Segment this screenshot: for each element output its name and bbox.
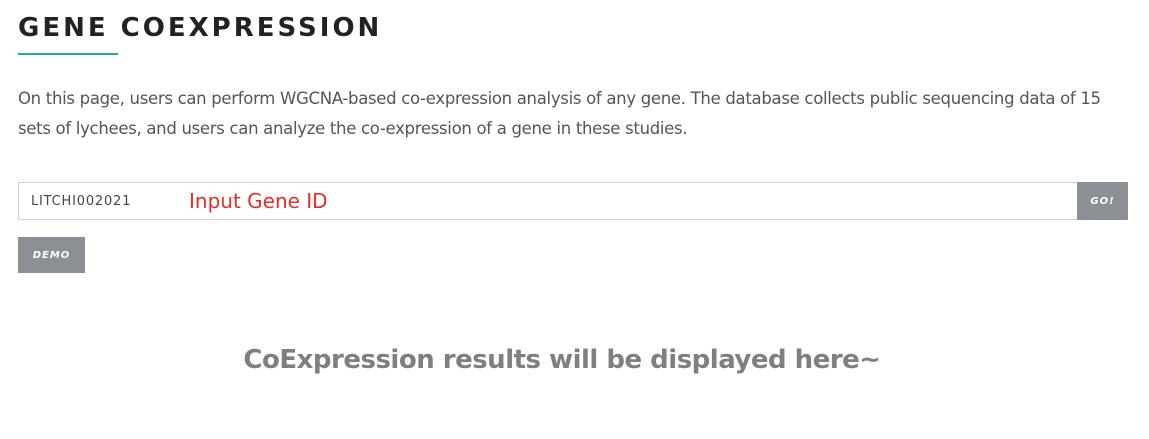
results-placeholder: CoExpression results will be displayed h… (243, 345, 881, 375)
gene-search-bar: GO! (18, 182, 1128, 220)
gene-id-input[interactable] (18, 182, 1077, 220)
demo-button[interactable]: DEMO (18, 237, 85, 273)
title-underline (18, 53, 118, 55)
intro-description: On this page, users can perform WGCNA-ba… (18, 89, 1101, 138)
go-button[interactable]: GO! (1077, 182, 1128, 220)
page-title: GENE COEXPRESSION (18, 13, 383, 43)
